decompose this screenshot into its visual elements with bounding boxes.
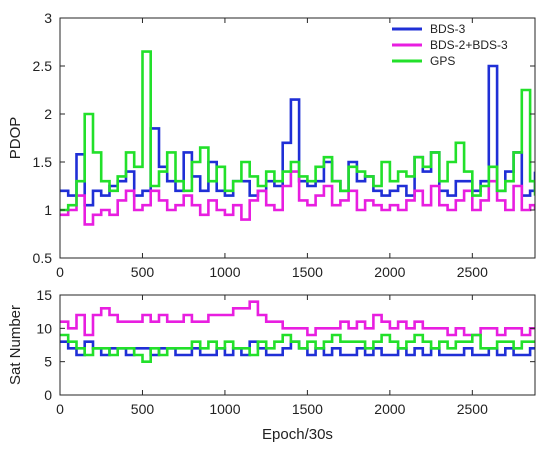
y-tick-label: 2 bbox=[44, 106, 52, 122]
series-line-bds-3 bbox=[60, 64, 535, 207]
y-tick-label: 3 bbox=[44, 10, 52, 26]
series-line-bds-2-bds-3 bbox=[60, 170, 535, 226]
x-tick-label: 500 bbox=[131, 264, 155, 280]
x-axis-label: Epoch/30s bbox=[262, 426, 333, 443]
series-line-gps bbox=[60, 50, 535, 212]
x-tick-label: 2500 bbox=[457, 401, 488, 417]
x-tick-label: 500 bbox=[131, 401, 155, 417]
legend-label: BDS-3 bbox=[430, 22, 466, 36]
y-tick-label: 10 bbox=[36, 320, 52, 336]
x-tick-label: 0 bbox=[56, 401, 64, 417]
y-tick-label: 15 bbox=[36, 287, 52, 303]
x-tick-label: 1000 bbox=[209, 264, 240, 280]
y-tick-label: 2.5 bbox=[33, 58, 53, 74]
x-tick-label: 1000 bbox=[209, 401, 240, 417]
x-tick-label: 2500 bbox=[457, 264, 488, 280]
x-tick-label: 2000 bbox=[374, 401, 405, 417]
legend-label: GPS bbox=[430, 54, 455, 68]
y-tick-label: 5 bbox=[44, 354, 52, 370]
plot-frame bbox=[59, 294, 536, 396]
y-axis-label: PDOP bbox=[7, 117, 24, 160]
x-tick-label: 1500 bbox=[292, 264, 323, 280]
legend-label: BDS-2+BDS-3 bbox=[430, 38, 508, 52]
series-line-gps bbox=[60, 333, 535, 363]
legend: BDS-3 BDS-2+BDS-3 GPS bbox=[392, 22, 508, 68]
y-tick-label: 1 bbox=[44, 202, 52, 218]
y-tick-label: 0 bbox=[44, 387, 52, 403]
y-axis-label: Sat Number bbox=[7, 305, 24, 385]
x-tick-label: 1500 bbox=[292, 401, 323, 417]
pdop-panel: 0 500 1000 1500 2000 2500 0.5 1 1.5 2 2.5 3 PDOP BDS-… bbox=[7, 10, 536, 280]
y-tick-label: 1.5 bbox=[33, 154, 53, 170]
x-tick-label: 2000 bbox=[374, 264, 405, 280]
sat-number-panel: 0 500 1000 1500 2000 2500 0 5 10 15 Sat Number Epoc… bbox=[7, 287, 536, 443]
y-tick-label: 0.5 bbox=[33, 250, 53, 266]
series-line-bds-2-bds-3 bbox=[60, 300, 535, 337]
x-tick-label: 0 bbox=[56, 264, 64, 280]
plot-frame bbox=[59, 17, 536, 259]
